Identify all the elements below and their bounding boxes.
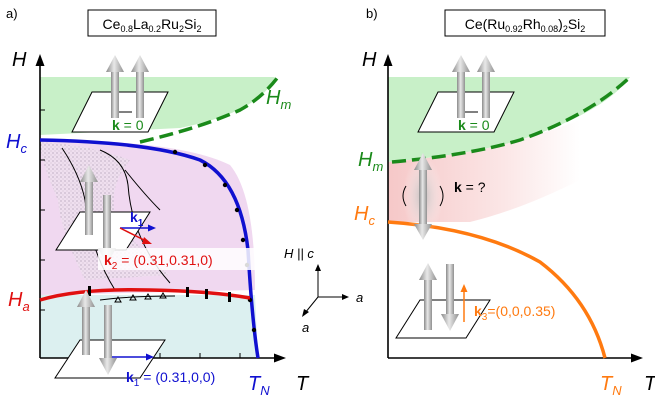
spin-arrow-icon: [419, 263, 437, 280]
compound-box-b: [444, 9, 606, 37]
y-axis-label-b: H: [362, 49, 377, 71]
data-open-markers: [114, 292, 167, 303]
svg-text:k1 = (0.31,0,0): k1 = (0.31,0,0): [126, 369, 215, 389]
svg-text:k1: k1: [130, 209, 144, 229]
tn-label-a: TN: [248, 373, 270, 396]
hm-line-a: [139, 75, 280, 144]
svg-text:a: a: [302, 320, 309, 335]
spin-arrow-icon: [103, 195, 111, 250]
hm-line-b: [391, 75, 632, 164]
ha-boundary-a: [39, 287, 251, 302]
compound-label-a: Ce0.8La0.2Ru2Si2: [103, 16, 202, 34]
spin-arrow-icon: [106, 55, 124, 72]
inset-ferro-a: k = 0: [71, 55, 169, 133]
spin-arrow-icon: [477, 55, 495, 72]
spin-arrow-icon: [441, 314, 459, 331]
hc-boundary-b: [387, 220, 607, 359]
spin-arrow-icon: [99, 358, 117, 375]
inset-fluctuating: k = ?: [402, 153, 486, 240]
spin-arrow-icon: [446, 264, 454, 316]
y-axis-arrow-b: [383, 54, 393, 66]
data-markers-red: [88, 286, 231, 302]
panel-b: b) Ce(Ru0.92Rh0.08)2Si2 H T Hm Hc TN: [354, 6, 655, 396]
panel-a-label: a): [6, 6, 18, 21]
spin-arrow-icon: [414, 224, 432, 240]
inset-k3: k3=(0,0,0.35): [395, 263, 555, 339]
inset-ferro-b: k = 0: [417, 55, 515, 133]
spin-arrow-icon: [424, 278, 432, 330]
rotation-arrow-icon: [402, 185, 407, 207]
spin-arrow-icon: [104, 305, 112, 360]
x-axis-arrow-b: [631, 353, 643, 363]
spin-arrow-icon: [80, 165, 98, 182]
tn-label-b: TN: [600, 373, 622, 396]
hc-label-b: Hc: [354, 203, 375, 228]
tn-boundary-a: [39, 138, 260, 359]
y-axis-label-a: H: [12, 49, 27, 71]
spin-arrow-icon: [82, 305, 90, 355]
ha-label-a: Ha: [8, 289, 30, 314]
panel-a: a) Ce0.8La0.2Ru2Si2 H T Hm: [6, 6, 363, 396]
panel-b-label: b): [366, 6, 378, 21]
x-axis-label-a: T: [296, 373, 310, 395]
svg-text:k = 0: k = 0: [458, 117, 490, 133]
x-axis-label-b: T: [644, 373, 655, 395]
svg-text:H || c: H || c: [284, 246, 314, 261]
hm-label-b: Hm: [358, 149, 383, 174]
svg-text:a: a: [356, 290, 363, 305]
svg-text:k = ?: k = ?: [454, 179, 486, 195]
spin-arrow-icon: [452, 55, 470, 72]
spin-arrow-icon: [85, 180, 93, 235]
compound-label-b: Ce(Ru0.92Rh0.08)2Si2: [465, 16, 586, 34]
spin-arrow-icon: [457, 70, 465, 118]
spin-arrow-icon: [419, 168, 427, 226]
y-axis-arrow-a: [35, 54, 45, 66]
spin-arrow-icon: [482, 70, 490, 118]
hc-label-a: Hc: [6, 131, 27, 156]
svg-text:k3=(0,0,0.35): k3=(0,0,0.35): [474, 303, 555, 323]
inset-k2: k1 k2 = (0.31,0.31,0): [55, 165, 270, 272]
spin-arrow-icon: [131, 55, 149, 72]
x-axis-arrow-a: [274, 353, 286, 363]
spin-arrow-icon: [77, 290, 95, 307]
rotation-arrow-icon: [439, 185, 444, 207]
svg-text:k2 = (0.31,0.31,0): k2 = (0.31,0.31,0): [104, 252, 213, 272]
spin-arrow-icon: [111, 70, 119, 118]
spin-arrow-icon: [414, 153, 432, 170]
svg-text:k = 0: k = 0: [112, 117, 144, 133]
compound-box-a: [87, 9, 217, 37]
hm-label-a: Hm: [266, 87, 291, 112]
spin-arrow-icon: [136, 70, 144, 118]
crystal-axes-triad: H || c a a: [284, 246, 363, 335]
boundary-thin-3: [124, 169, 161, 211]
inset-k1: k1 = (0.31,0,0): [54, 290, 215, 389]
